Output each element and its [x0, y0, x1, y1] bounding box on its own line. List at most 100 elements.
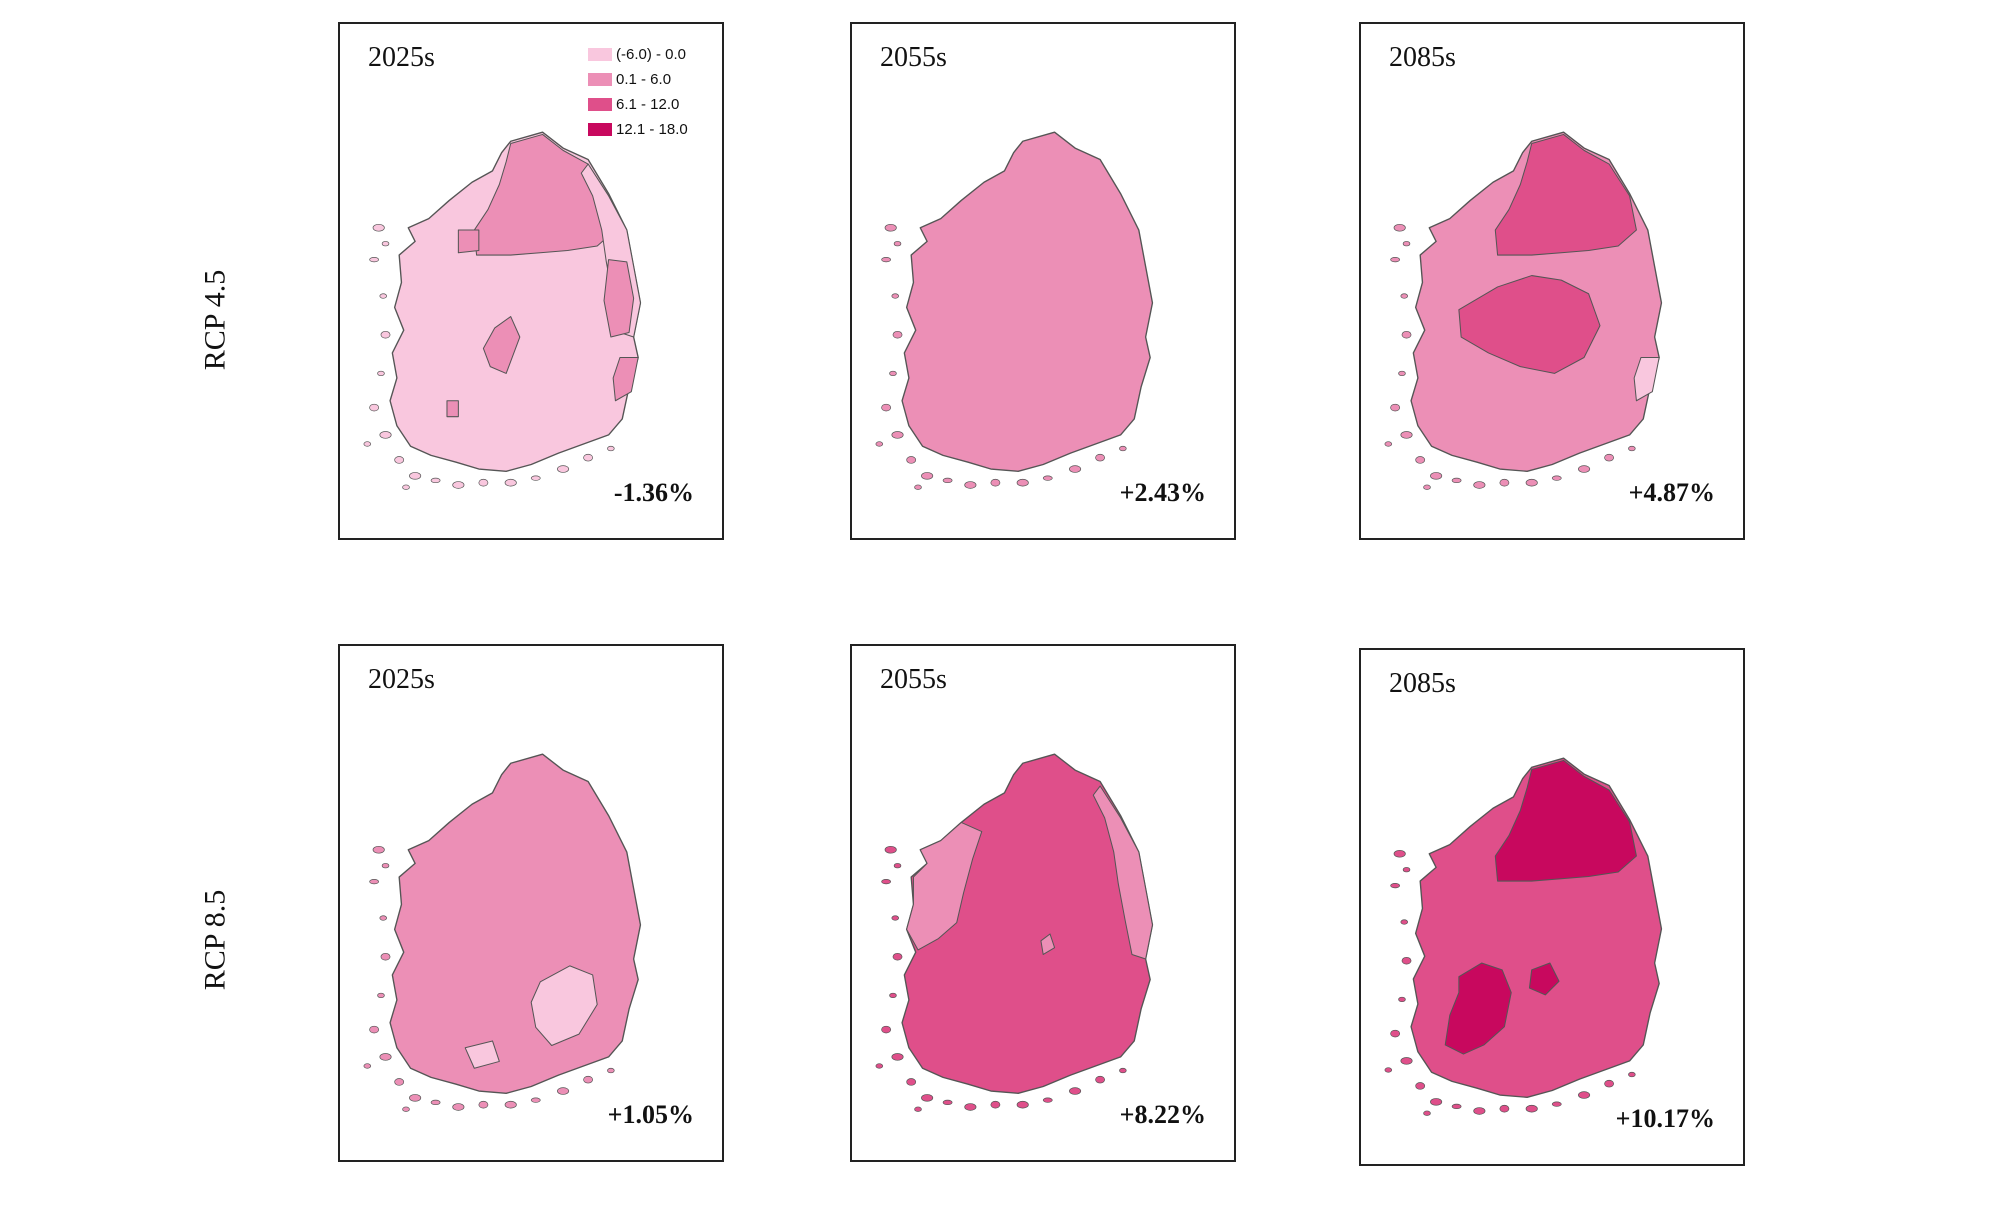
island-shape — [430, 477, 441, 484]
region-south-central-patch — [1528, 962, 1560, 996]
island-shape — [363, 1063, 372, 1069]
island-shape — [530, 475, 541, 481]
korea-map — [1384, 757, 1663, 1116]
island-shape — [1393, 224, 1406, 232]
island-shape — [1473, 1107, 1486, 1115]
korea-map — [875, 131, 1154, 490]
island-shape — [1401, 956, 1412, 965]
row-label-rcp85: RCP 8.5 — [198, 889, 231, 991]
island-shape — [607, 445, 615, 452]
island-shape — [1390, 1029, 1401, 1038]
island-shape — [478, 478, 489, 487]
island-shape — [1069, 1087, 1082, 1095]
legend-swatch — [588, 73, 612, 86]
region-southwest-cluster — [1444, 962, 1512, 1055]
island-shape — [402, 484, 410, 490]
row-label-rcp45: RCP 4.5 — [198, 269, 231, 371]
korea-map — [363, 753, 642, 1112]
island-shape — [530, 1097, 541, 1103]
island-shape — [557, 465, 570, 473]
island-shape — [1384, 1067, 1393, 1073]
island-shape — [1042, 1097, 1053, 1103]
region-southeast-coast-patch — [1633, 356, 1660, 402]
island-shape — [380, 952, 391, 961]
island-shape — [891, 915, 900, 921]
island-shape — [1119, 445, 1127, 452]
island-shape — [1604, 1079, 1614, 1088]
island-shape — [1384, 441, 1393, 447]
korea-map — [875, 753, 1154, 1112]
korea-map — [1384, 131, 1663, 490]
island-shape — [1628, 445, 1636, 452]
island-shape — [1390, 257, 1401, 263]
map-layer — [1384, 131, 1663, 490]
korea-outline — [901, 131, 1154, 472]
island-shape — [1430, 472, 1443, 480]
region-central-west-patch — [457, 229, 480, 254]
island-shape — [377, 992, 385, 999]
region-central-small-patch — [1040, 933, 1056, 955]
island-shape — [1390, 403, 1401, 412]
region-central-south-patch — [482, 316, 521, 374]
island-shape — [1401, 330, 1412, 339]
island-shape — [583, 1075, 593, 1084]
island-shape — [381, 241, 390, 247]
panel-period-label: 2025s — [368, 664, 435, 695]
panel-period-label: 2055s — [880, 664, 947, 695]
island-shape — [372, 846, 385, 854]
legend-item: 6.1 - 12.0 — [588, 92, 688, 117]
island-shape — [881, 403, 892, 412]
island-shape — [363, 441, 372, 447]
island-shape — [1400, 293, 1409, 299]
island-shape — [1604, 453, 1614, 462]
island-shape — [1415, 1082, 1426, 1090]
region-east-central-strip — [603, 259, 635, 338]
panel-period-label: 2055s — [880, 42, 947, 73]
panel-change-label: +10.17% — [1615, 1104, 1715, 1133]
island-shape — [893, 241, 902, 247]
legend-item: (-6.0) - 0.0 — [588, 42, 688, 67]
region-southeast-coast-patch — [612, 356, 639, 402]
island-shape — [478, 1100, 489, 1109]
island-shape — [964, 481, 977, 489]
island-shape — [889, 992, 897, 999]
region-west-coast — [906, 821, 983, 951]
island-shape — [377, 370, 385, 377]
map-panel-rcp85-2055s: 2055s +8.22% — [850, 644, 1236, 1162]
korea-outline — [389, 753, 642, 1094]
island-shape — [1423, 1110, 1431, 1116]
island-shape — [942, 1099, 953, 1106]
island-shape — [409, 472, 422, 480]
island-shape — [402, 1106, 410, 1112]
island-shape — [906, 456, 917, 464]
island-shape — [557, 1087, 570, 1095]
region-central-interior — [1458, 275, 1601, 374]
legend-swatch — [588, 98, 612, 111]
map-panel-rcp85-2085s: 2085s +10.17% — [1359, 648, 1745, 1166]
legend-swatch — [588, 48, 612, 61]
island-shape — [369, 879, 380, 885]
region-north-mountains — [1494, 133, 1637, 256]
island-shape — [379, 915, 388, 921]
island-shape — [875, 1063, 884, 1069]
korea-map — [363, 131, 642, 490]
island-shape — [990, 478, 1001, 487]
island-shape — [1499, 1104, 1510, 1113]
island-shape — [881, 879, 892, 885]
island-shape — [964, 1103, 977, 1111]
island-shape — [1451, 477, 1462, 484]
island-shape — [394, 456, 405, 464]
island-shape — [892, 952, 903, 961]
island-shape — [1551, 475, 1562, 481]
map-layer — [363, 131, 642, 490]
island-shape — [1095, 1075, 1105, 1084]
map-panel-rcp45-2055s: 2055s +2.43% — [850, 22, 1236, 540]
island-shape — [1393, 850, 1406, 858]
island-shape — [1016, 478, 1029, 487]
island-shape — [379, 431, 392, 439]
island-shape — [1016, 1100, 1029, 1109]
island-shape — [1400, 1057, 1413, 1065]
island-shape — [430, 1099, 441, 1106]
island-shape — [914, 1106, 922, 1112]
map-layer — [363, 753, 642, 1112]
